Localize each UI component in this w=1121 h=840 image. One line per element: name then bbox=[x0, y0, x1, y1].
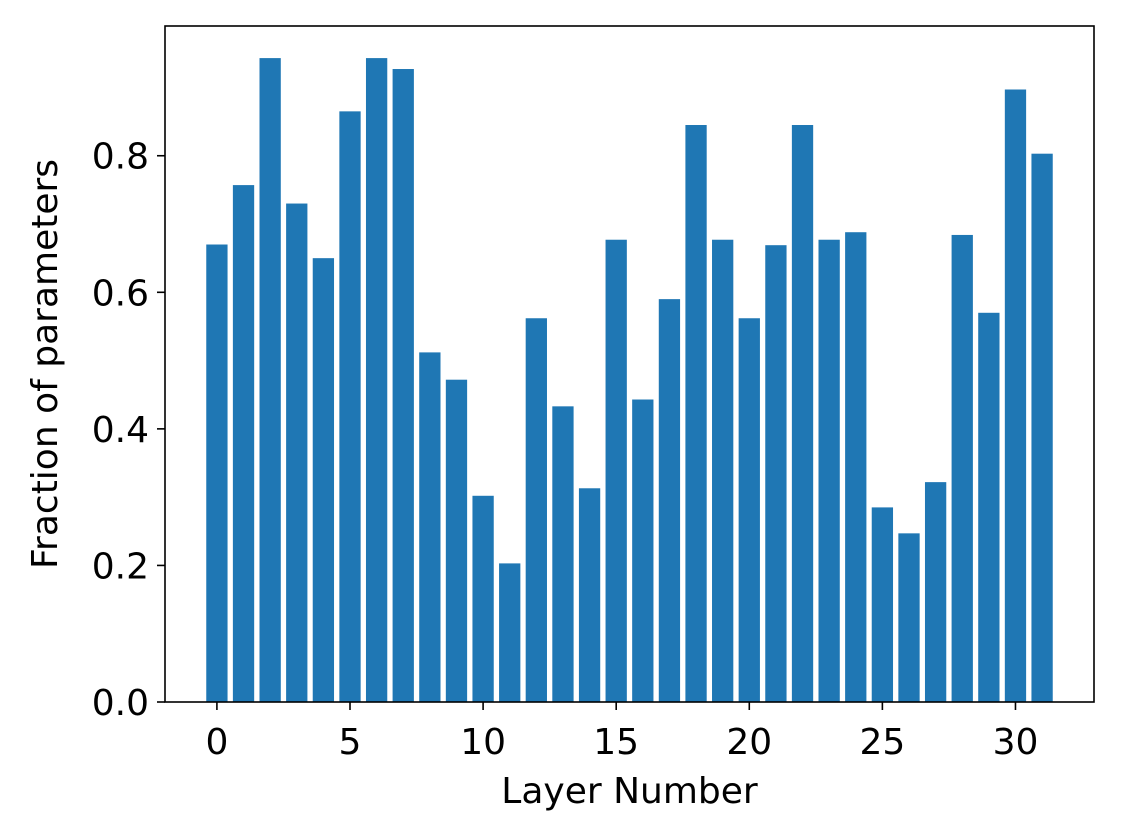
bar-layer-25 bbox=[871, 507, 894, 702]
bar-layer-4 bbox=[312, 258, 335, 702]
y-tick-label: 0.4 bbox=[92, 410, 149, 451]
bar-layer-5 bbox=[339, 111, 361, 703]
bar-layer-31 bbox=[1031, 153, 1053, 702]
x-axis-ticks: 0 5 10 15 20 25 30 bbox=[205, 702, 1038, 763]
bar-layer-28 bbox=[951, 234, 973, 703]
x-tick-label: 25 bbox=[859, 722, 905, 763]
bar-layer-15 bbox=[605, 239, 627, 702]
bar-layer-27 bbox=[924, 482, 947, 702]
bar-layer-17 bbox=[658, 299, 681, 702]
x-tick-label: 0 bbox=[205, 722, 228, 763]
y-axis-label: Fraction of parameters bbox=[25, 159, 66, 569]
bar-layer-10 bbox=[472, 495, 494, 702]
y-tick-label: 0.2 bbox=[92, 546, 149, 587]
bar-layer-20 bbox=[738, 318, 760, 702]
y-axis-ticks: 0.0 0.2 0.4 0.6 0.8 bbox=[92, 137, 165, 724]
bar-layer-21 bbox=[765, 245, 787, 703]
bar-layer-18 bbox=[685, 125, 707, 702]
y-tick-label: 0.0 bbox=[92, 683, 149, 724]
y-tick-label: 0.8 bbox=[92, 137, 149, 178]
bar-layer-19 bbox=[712, 239, 734, 702]
bar-layer-1 bbox=[232, 185, 255, 702]
x-tick-label: 30 bbox=[993, 722, 1039, 763]
x-axis-label: Layer Number bbox=[501, 771, 758, 812]
bar-layer-11 bbox=[499, 563, 521, 702]
bar-layer-24 bbox=[845, 232, 867, 702]
bar-layer-26 bbox=[898, 533, 920, 702]
bar-layer-14 bbox=[578, 488, 601, 702]
bar-layer-22 bbox=[791, 125, 814, 702]
bars-layer bbox=[206, 58, 1053, 703]
bar-layer-13 bbox=[552, 406, 574, 702]
bar-layer-0 bbox=[206, 244, 228, 702]
plot-frame bbox=[164, 25, 1095, 703]
bar-layer-12 bbox=[525, 318, 547, 702]
bar-layer-3 bbox=[286, 203, 308, 703]
y-tick-label: 0.6 bbox=[92, 273, 149, 314]
x-tick-label: 10 bbox=[460, 722, 506, 763]
bar-layer-16 bbox=[632, 399, 654, 702]
bar-layer-7 bbox=[392, 69, 414, 702]
bar-layer-8 bbox=[419, 352, 441, 702]
bar-layer-30 bbox=[1004, 89, 1027, 702]
bar-layer-29 bbox=[978, 312, 1000, 702]
bar-layer-6 bbox=[365, 58, 388, 702]
x-tick-label: 5 bbox=[339, 722, 362, 763]
bar-layer-23 bbox=[818, 239, 840, 702]
x-tick-label: 20 bbox=[726, 722, 772, 763]
x-tick-label: 15 bbox=[593, 722, 639, 763]
bar-layer-9 bbox=[445, 379, 468, 702]
bar-layer-2 bbox=[259, 58, 281, 702]
